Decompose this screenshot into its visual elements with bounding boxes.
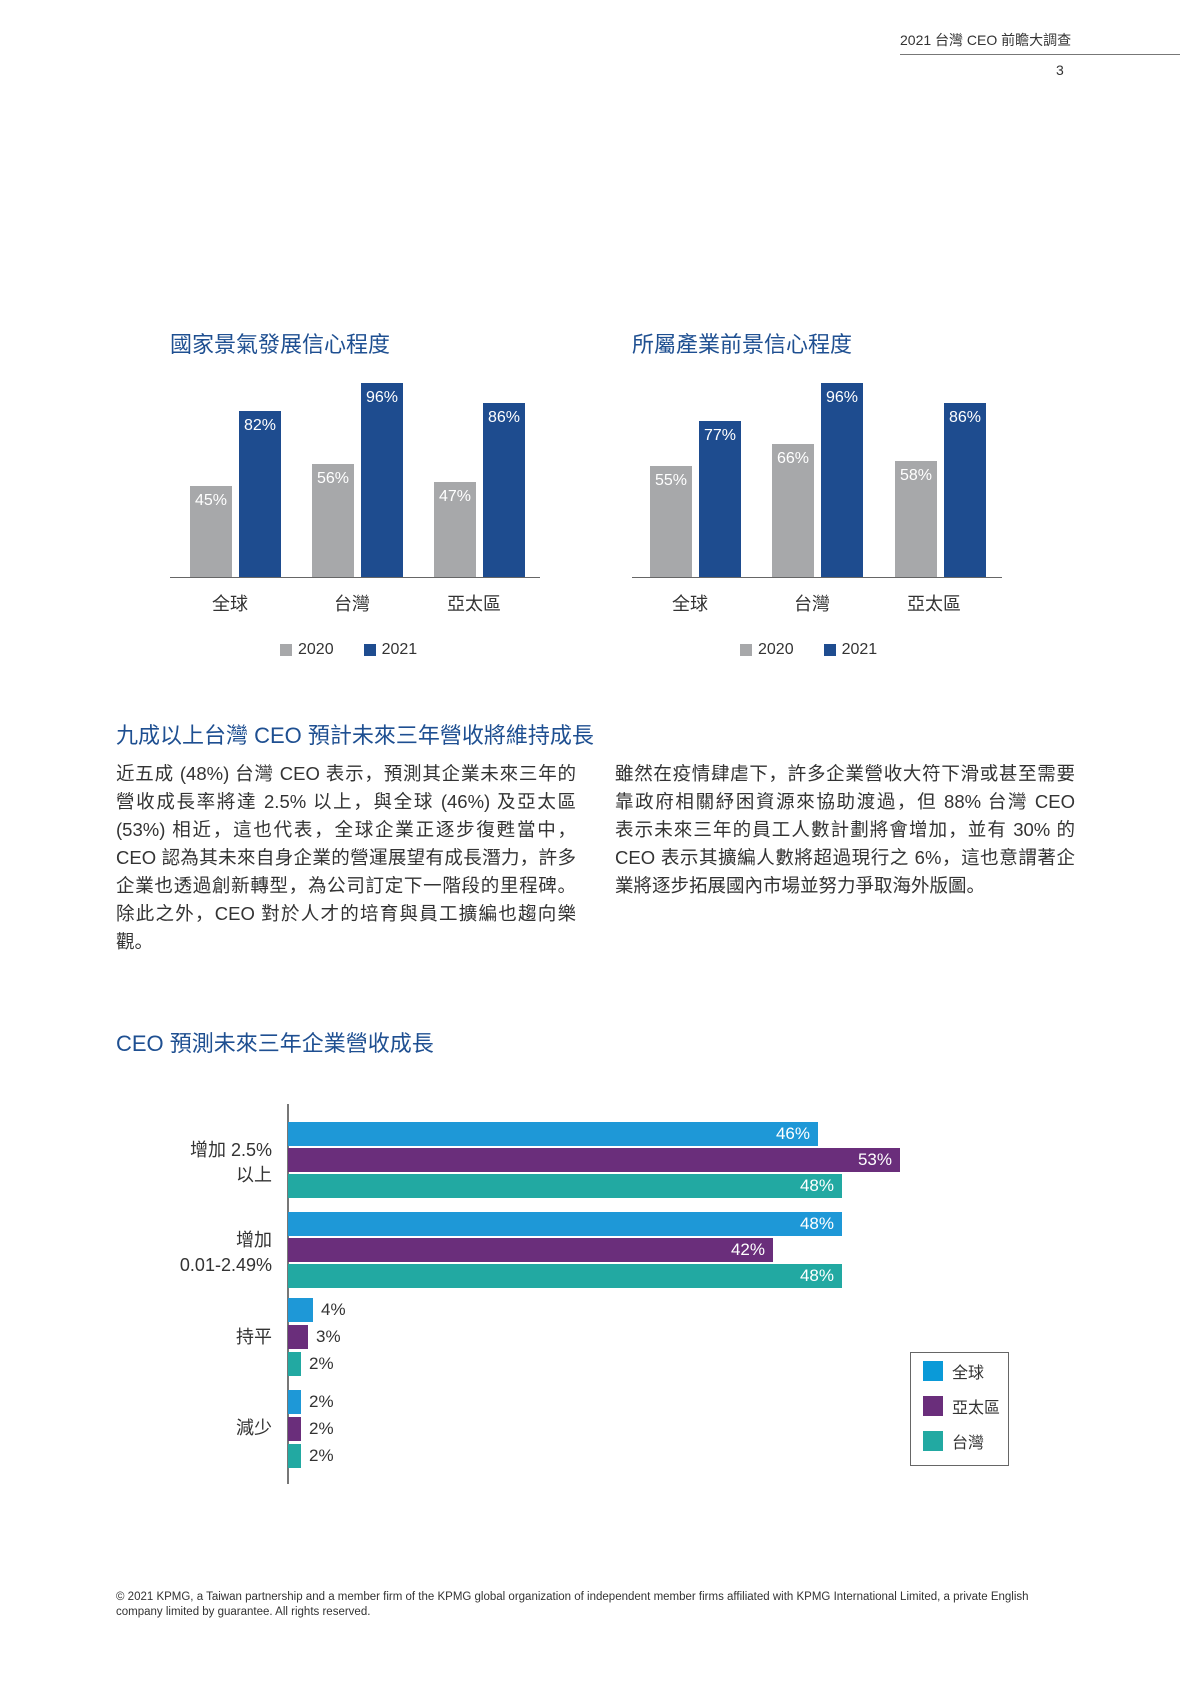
chart3-bar-taiwan: 2% xyxy=(288,1444,334,1468)
chart2-category: 亞太區 xyxy=(907,594,961,614)
chart2-legend: 2020 2021 xyxy=(740,641,907,659)
bar-value: 45% xyxy=(194,492,228,509)
chart2-bar-taiwan-2020: 66% xyxy=(772,444,814,577)
chart3-bar-taiwan: 48% xyxy=(288,1264,842,1288)
chart3-bar-apac: 2% xyxy=(288,1417,334,1441)
chart3-category: 持平 xyxy=(236,1325,272,1350)
chart1-legend: 2020 2021 xyxy=(280,641,447,659)
bar-value: 4% xyxy=(321,1300,346,1319)
chart2-bar-apac-2020: 58% xyxy=(895,461,937,577)
bar-value: 86% xyxy=(948,409,982,426)
chart3-title: CEO 預測未來三年企業營收成長 xyxy=(116,1031,434,1056)
bar-value: 2% xyxy=(309,1446,334,1465)
chart3-bar-global: 46% xyxy=(288,1122,818,1146)
chart2-category: 台灣 xyxy=(794,594,830,614)
chart3-bar-global: 2% xyxy=(288,1390,334,1414)
bar-value: 47% xyxy=(438,488,472,505)
legend-label: 全球 xyxy=(952,1364,985,1382)
legend-label: 2021 xyxy=(381,641,418,658)
category-label-line2: 0.01-2.49% xyxy=(179,1255,272,1275)
legend-label: 台灣 xyxy=(952,1434,985,1452)
bar-value: 56% xyxy=(316,470,350,487)
document-header-title: 2021 台灣 CEO 前瞻大調查 xyxy=(900,32,1072,48)
bar-value: 96% xyxy=(365,389,399,406)
legend-swatch xyxy=(923,1395,943,1416)
bar-value: 55% xyxy=(654,472,688,489)
legend-label: 亞太區 xyxy=(952,1399,1001,1417)
legend-item-apac: 亞太區 xyxy=(911,1388,1008,1423)
category-label-line1: 減少 xyxy=(236,1418,272,1438)
bar-value: 48% xyxy=(799,1176,834,1195)
chart2-bar-taiwan-2021: 96% xyxy=(821,383,863,577)
category-label-line2: 以上 xyxy=(236,1165,272,1185)
bar-value: 58% xyxy=(899,467,933,484)
chart3-bar-apac: 42% xyxy=(288,1238,773,1262)
legend-label: 2020 xyxy=(298,641,334,658)
chart1-bar-global-2020: 45% xyxy=(190,486,232,577)
bar-value: 96% xyxy=(825,389,859,406)
bar-value: 42% xyxy=(730,1240,765,1259)
chart3-bar-taiwan: 2% xyxy=(288,1352,334,1376)
chart3-bar-apac: 3% xyxy=(288,1325,341,1349)
chart1-category: 台灣 xyxy=(334,594,370,614)
copyright-footer: © 2021 KPMG, a Taiwan partnership and a … xyxy=(116,1591,1029,1618)
legend-item-global: 全球 xyxy=(911,1353,1008,1388)
chart3-bar-apac: 53% xyxy=(288,1148,900,1172)
legend-swatch-2020 xyxy=(740,644,752,656)
chart2-title: 所屬產業前景信心程度 xyxy=(632,332,853,357)
body-paragraph-right: 雖然在疫情肆虐下，許多企業營收大符下滑或甚至需要靠政府相關紓困資源來協助渡過，但… xyxy=(615,763,1094,896)
chart1-baseline xyxy=(170,576,540,578)
bar-value: 48% xyxy=(799,1214,834,1233)
chart2-bar-global-2020: 55% xyxy=(650,466,692,577)
bar-value: 48% xyxy=(799,1266,834,1285)
header-divider xyxy=(900,54,1180,55)
chart3-bar-global: 4% xyxy=(288,1298,346,1322)
body-paragraph-left: 近五成 (48%) 台灣 CEO 表示，預測其企業未來三年的營收成長率將達 2.… xyxy=(116,763,595,952)
chart3-axis xyxy=(287,1104,289,1484)
legend-swatch xyxy=(923,1430,943,1451)
chart1-bar-apac-2020: 47% xyxy=(434,482,476,577)
chart2-bar-global-2021: 77% xyxy=(699,421,741,577)
bar-value: 2% xyxy=(309,1354,334,1373)
bar-value: 53% xyxy=(857,1150,892,1169)
chart1-bar-apac-2021: 86% xyxy=(483,403,525,577)
chart3-category: 增加 0.01-2.49% xyxy=(180,1228,272,1278)
category-label-line1: 持平 xyxy=(236,1327,272,1347)
bar-value: 77% xyxy=(703,427,737,444)
bar-value: 66% xyxy=(776,450,810,467)
legend-item-taiwan: 台灣 xyxy=(911,1423,1008,1458)
chart1-bar-taiwan-2021: 96% xyxy=(361,383,403,577)
chart3-bar-taiwan: 48% xyxy=(288,1174,842,1198)
chart2-plot: 55% 77% 66% 96% 58% 86% xyxy=(632,348,1002,578)
page-number: 3 xyxy=(1056,62,1064,78)
legend-label: 2021 xyxy=(841,641,878,658)
bar-value: 86% xyxy=(487,409,521,426)
section-title: 九成以上台灣 CEO 預計未來三年營收將維持成長 xyxy=(116,723,594,748)
legend-swatch xyxy=(923,1360,943,1381)
bar-value: 82% xyxy=(243,417,277,434)
bar-value: 3% xyxy=(316,1327,341,1346)
category-label-line1: 增加 2.5% xyxy=(189,1140,272,1160)
chart1-plot: 45% 82% 56% 96% 47% 86% xyxy=(170,348,540,578)
bar-value: 2% xyxy=(309,1419,334,1438)
legend-swatch-2021 xyxy=(823,644,836,656)
chart1-bar-taiwan-2020: 56% xyxy=(312,464,354,577)
category-label-line1: 增加 xyxy=(236,1230,272,1250)
chart2-bar-apac-2021: 86% xyxy=(944,403,986,577)
chart3-category: 增加 2.5% 以上 xyxy=(190,1138,272,1188)
chart2-category: 全球 xyxy=(672,594,708,614)
chart1-title: 國家景氣發展信心程度 xyxy=(170,332,391,357)
chart2-baseline xyxy=(632,576,1002,578)
bar-value: 2% xyxy=(309,1392,334,1411)
legend-label: 2020 xyxy=(758,641,794,658)
chart1-bar-global-2021: 82% xyxy=(239,411,281,577)
chart3-legend: 全球 亞太區 台灣 xyxy=(910,1352,1009,1466)
chart3-bar-global: 48% xyxy=(288,1212,842,1236)
chart1-category: 全球 xyxy=(212,594,248,614)
chart1-category: 亞太區 xyxy=(447,594,501,614)
bar-value: 46% xyxy=(775,1124,810,1143)
chart3-category: 減少 xyxy=(236,1416,272,1441)
legend-swatch-2020 xyxy=(280,644,292,656)
legend-swatch-2021 xyxy=(363,644,376,656)
